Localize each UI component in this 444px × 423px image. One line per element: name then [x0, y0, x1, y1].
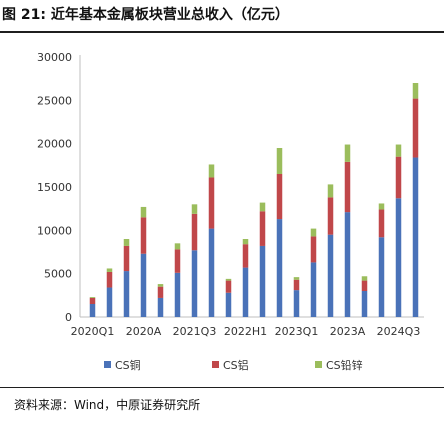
x-tick-label: 2022H1	[224, 325, 267, 338]
bar-segment	[242, 244, 249, 268]
bar-segment	[293, 279, 300, 291]
bar-segment	[174, 249, 181, 273]
y-tick-label: 30000	[37, 51, 72, 64]
bar-segment	[327, 184, 334, 198]
y-tick-label: 20000	[37, 138, 72, 151]
bar-segment	[123, 239, 130, 246]
bar-segment	[242, 267, 249, 317]
bar-segment	[140, 206, 147, 218]
y-tick-label: 0	[65, 311, 72, 324]
bar-segment	[327, 234, 334, 317]
bar-segment	[344, 161, 351, 213]
bar-segment	[395, 198, 402, 317]
x-tick-label: 2020Q1	[71, 325, 115, 338]
bar-segment	[310, 262, 317, 317]
bar-segment	[174, 272, 181, 317]
bar-segment	[225, 292, 232, 317]
bar-segment	[225, 280, 232, 293]
bar-segment	[276, 219, 283, 317]
bar-segment	[259, 211, 266, 246]
bar-segment	[259, 202, 266, 212]
source-note: 资料来源：Wind，中原证券研究所	[14, 398, 201, 412]
x-tick-label: 2020A	[126, 325, 162, 338]
bar-segment	[293, 290, 300, 317]
bar-segment	[412, 157, 419, 317]
bar-segment	[344, 144, 351, 162]
x-tick-label: 2024Q3	[377, 325, 421, 338]
top-rule	[0, 31, 444, 33]
legend-label: CS铜	[115, 358, 141, 372]
x-tick-label: 2021Q3	[173, 325, 217, 338]
bar-segment	[157, 286, 164, 298]
bar-segment	[378, 209, 385, 238]
legend-label: CS铅锌	[326, 358, 363, 372]
bar-segment	[174, 243, 181, 250]
bar-segment	[208, 228, 215, 317]
bar-segment	[157, 297, 164, 317]
bar-segment	[293, 277, 300, 280]
bar-segment	[191, 250, 198, 317]
bar-segment	[225, 278, 232, 281]
chart-area: 0 5000 10000 15000 20000 25000 30000 2020Q1 2020…	[37, 51, 424, 372]
bar-segment	[123, 271, 130, 317]
figure-label: 图 21:	[2, 7, 46, 23]
bar-segment	[327, 197, 334, 235]
legend-swatch	[212, 361, 219, 368]
bar-segment	[276, 148, 283, 174]
bar-segment	[378, 237, 385, 317]
bar-segment	[191, 204, 198, 214]
bar-segment	[89, 297, 96, 304]
bar-segment	[123, 245, 130, 272]
chart-title: 图 21: 近年基本金属板块营业总收入（亿元）	[2, 4, 442, 26]
bar-segment	[395, 144, 402, 157]
bar-segment	[242, 239, 249, 245]
bar-segment	[89, 304, 96, 317]
bar-segment	[344, 212, 351, 317]
bar-segment	[208, 177, 215, 229]
legend-swatch	[315, 361, 322, 368]
bar-segment	[395, 156, 402, 199]
x-tick-label: 2023A	[330, 325, 366, 338]
bar-segment	[106, 287, 113, 317]
bottom-rule	[0, 387, 444, 388]
bar-segment	[361, 276, 368, 281]
y-tick-label: 10000	[37, 224, 72, 237]
y-tick-label: 15000	[37, 181, 72, 194]
bar-segment	[412, 98, 419, 158]
x-tick-label: 2023Q1	[275, 325, 319, 338]
bar-segment	[310, 228, 317, 237]
y-tick-label: 5000	[44, 268, 72, 281]
bar-segment	[412, 83, 419, 99]
bar-segment	[89, 297, 96, 298]
bar-segment	[310, 236, 317, 263]
bar-segment	[259, 245, 266, 317]
bar-segment	[106, 268, 113, 272]
bar-segment	[361, 291, 368, 317]
bar-segment	[140, 217, 147, 254]
bar-segment	[106, 271, 113, 288]
bar-segment	[157, 284, 164, 287]
legend-label: CS铝	[223, 358, 249, 372]
bar-segment	[276, 174, 283, 220]
y-tick-label: 25000	[37, 94, 72, 107]
bar-segment	[191, 213, 198, 251]
figure-title-text: 近年基本金属板块营业总收入（亿元）	[50, 7, 289, 23]
bar-segment	[378, 203, 385, 210]
bar-segment	[140, 253, 147, 317]
bar-segment	[361, 280, 368, 291]
bar-segment	[208, 164, 215, 178]
legend-swatch	[104, 361, 111, 368]
